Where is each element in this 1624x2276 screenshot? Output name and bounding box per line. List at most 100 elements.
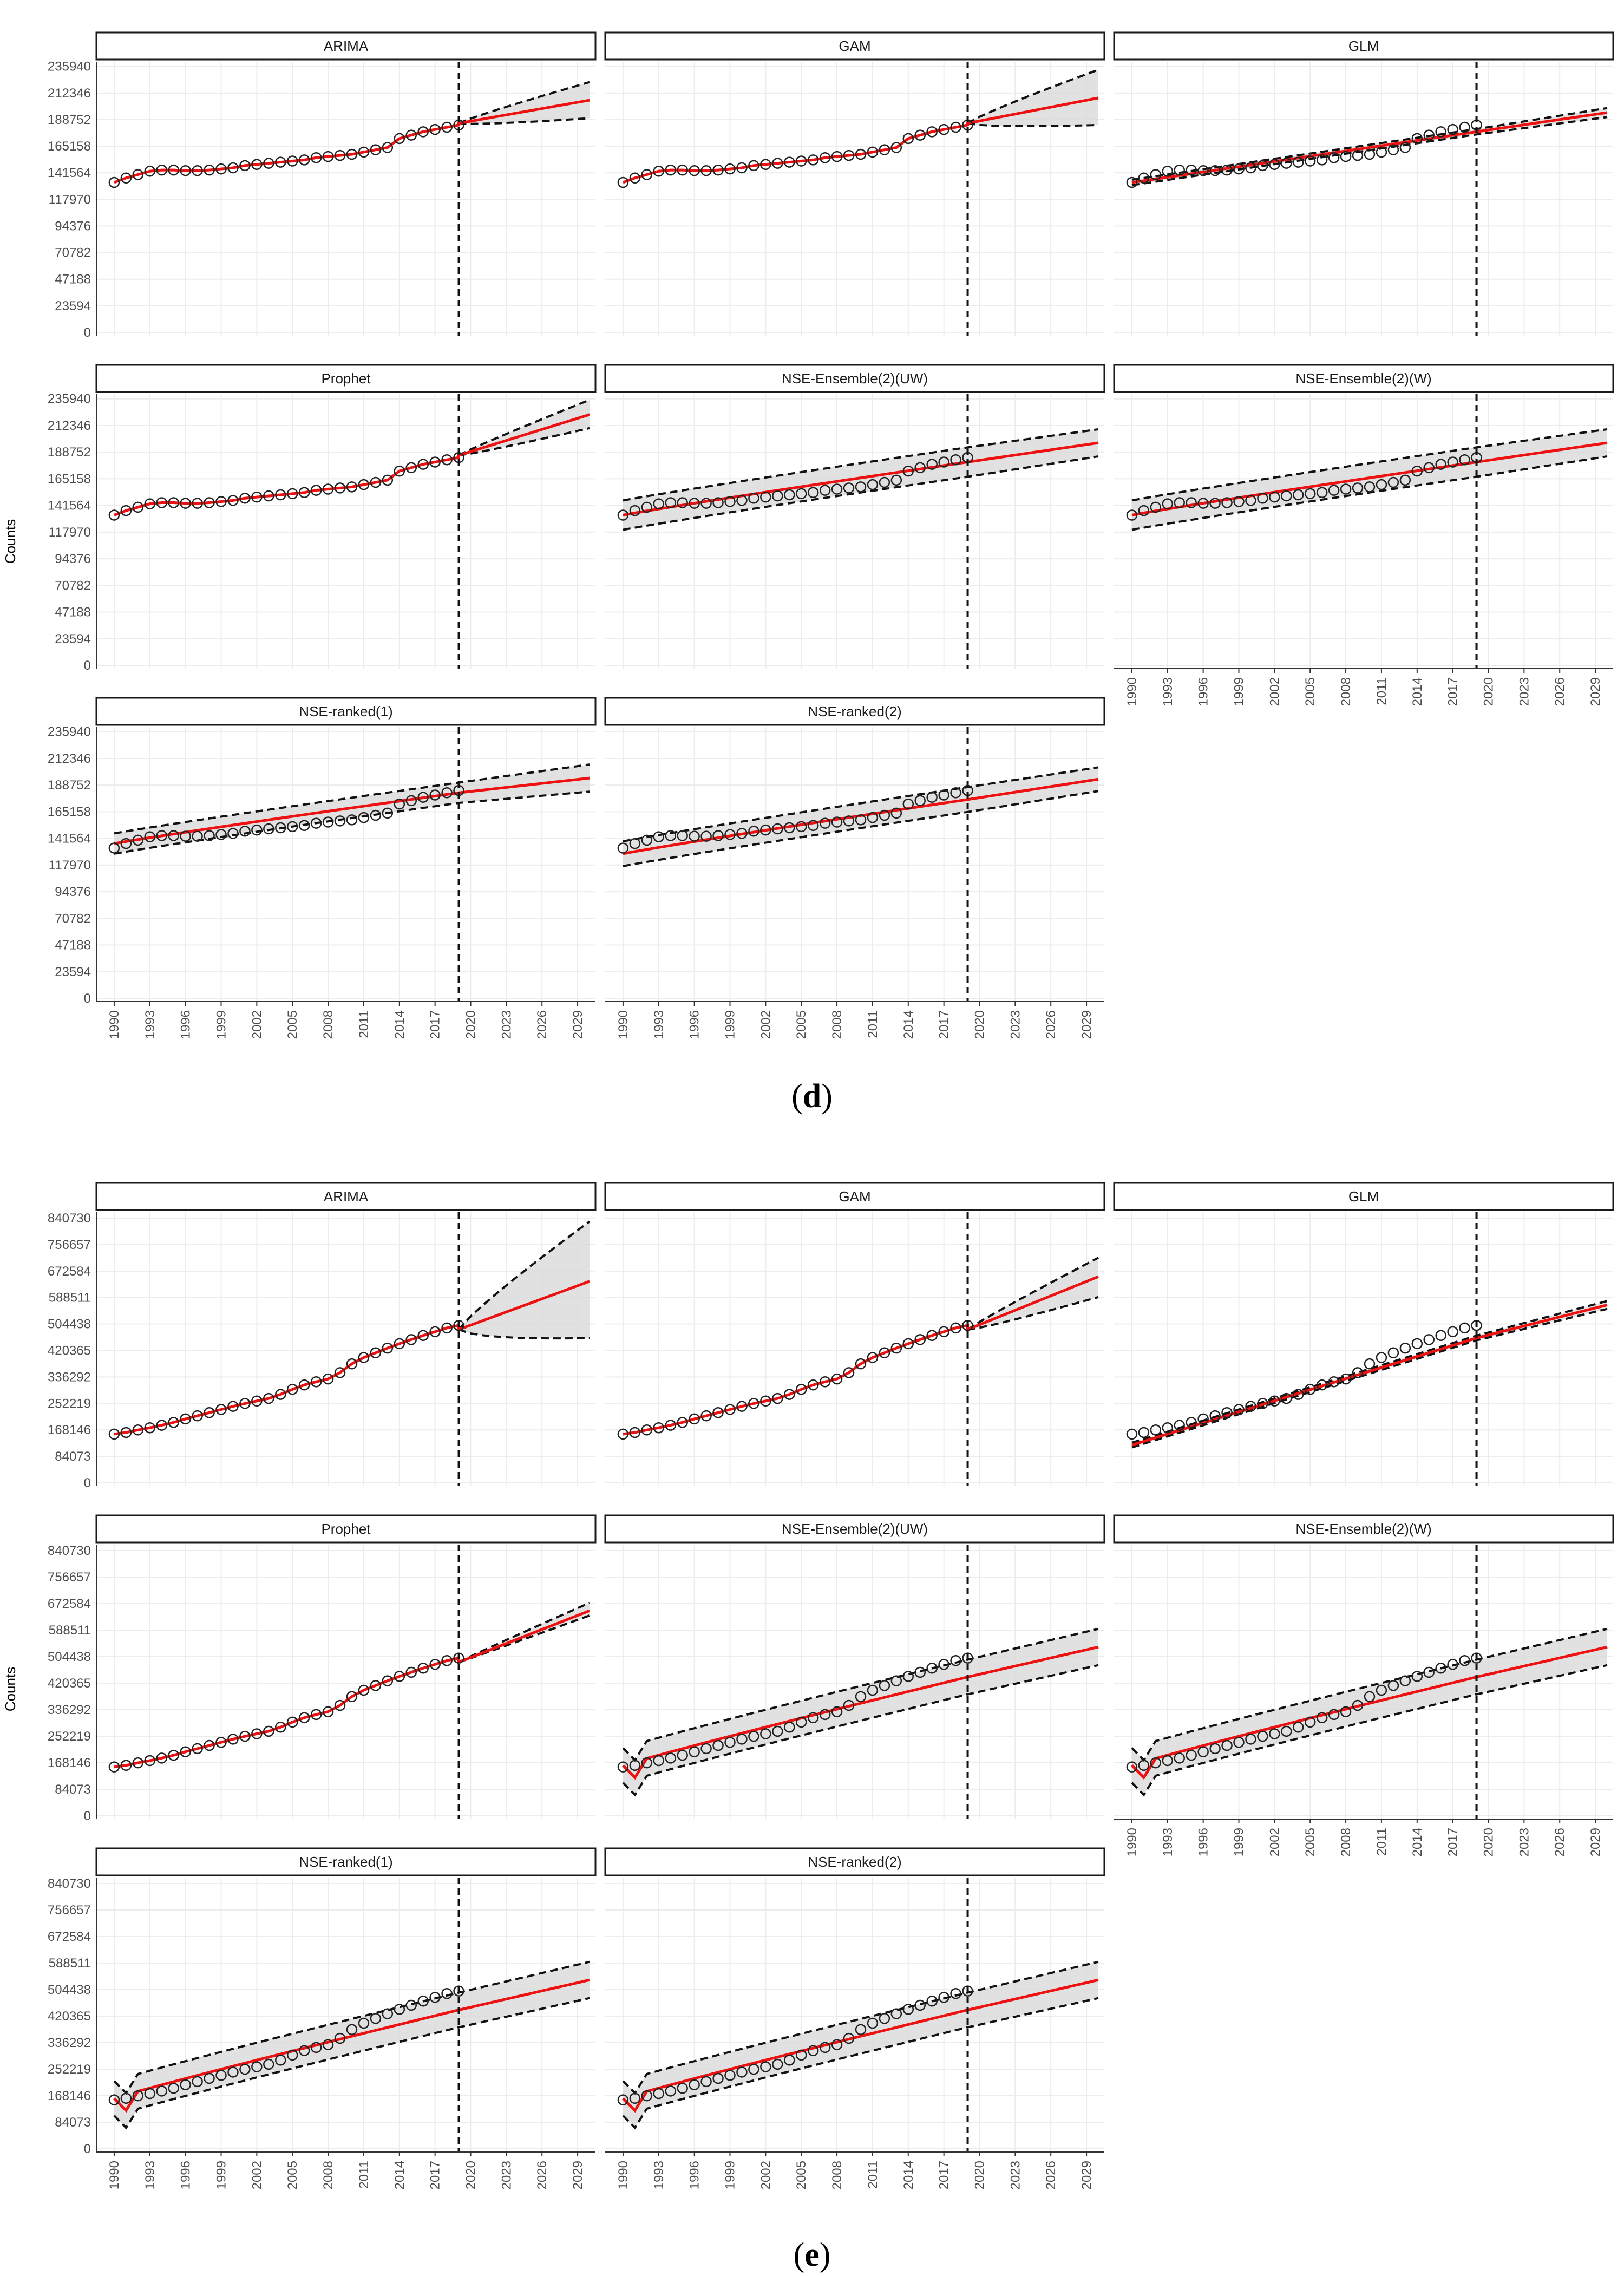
y-tick-label: 504438 [48,1317,91,1332]
observed-point [1138,172,1150,184]
observed-point [215,1404,227,1415]
observed-point [120,505,132,516]
x-tick-label: 2014 [901,1010,916,1039]
observed-point [1435,1330,1446,1342]
observed-point [417,126,429,138]
strip-label: GAM [839,1188,870,1205]
observed-point [1352,1699,1364,1711]
observed-point [358,146,370,158]
panel-glm: GLM [1113,1182,1614,1486]
x-tick-label: 2008 [830,1010,844,1039]
y-axis-title: Counts [2,1667,18,1711]
upper-bound-line [623,766,1099,842]
x-tick-label: 2017 [1446,1828,1461,1856]
x-tick-label: 2008 [1339,677,1353,706]
y-tick-label: 168146 [48,1756,91,1770]
observed-point [700,830,712,842]
observed-point [298,154,310,166]
observed-point [950,1988,961,1999]
observed-point [394,465,405,477]
observed-point [867,1352,879,1363]
x-tick-label: 2014 [901,2161,916,2189]
observed-point [819,485,831,496]
observed-point [784,156,795,168]
confidence-band [114,1961,590,2128]
observed-point [1138,505,1150,516]
observed-point [405,1666,417,1678]
observed-point [689,830,700,842]
strip-box [604,1182,1105,1211]
observed-point [310,485,322,496]
strip-label: GLM [1348,38,1379,54]
observed-point [334,815,346,827]
observed-point [298,1379,310,1391]
observed-point [629,172,641,184]
observed-point [831,151,843,162]
panel-nse-ranked-2-: NSE-ranked(2) 1990 1993 1996 1999 2002 2005 200… [604,697,1105,1039]
x-tick-label: 1996 [687,2161,702,2189]
observed-point [914,462,926,474]
observed-point [227,162,239,174]
y-tick-label: 252219 [48,2062,91,2077]
observed-point [1281,158,1292,169]
observed-point [429,789,441,801]
observed-point [1221,1739,1233,1751]
observed-point [1245,1734,1256,1745]
x-tick-label: 2011 [1374,677,1389,705]
observed-point [795,821,807,833]
observed-point [263,490,274,502]
observed-point [843,149,855,161]
observed-point [724,496,736,507]
upper-bound-line [623,428,1099,502]
observed-point [286,1716,298,1728]
observed-point [1399,1675,1411,1686]
y-tick-label: 840730 [48,1544,91,1558]
observed-point [689,1746,700,1757]
upper-bound-line [967,68,1099,125]
upper-bound-line [1131,1627,1608,1762]
observed-point [1186,497,1197,508]
observed-point [855,814,867,826]
observed-point [370,476,382,488]
panel-nse-ranked-1-: NSE-ranked(1) 0 23594 47188 70782 94376 117970… [48,697,597,1039]
observed-point [879,1347,890,1359]
lower-bound-line [967,122,1099,128]
x-tick-label: 2014 [1410,1828,1425,1856]
observed-point [1174,164,1185,176]
observed-point [1447,1326,1458,1338]
observed-point [736,1734,748,1745]
observed-point [902,133,914,145]
y-tick-label: 756657 [48,1238,91,1252]
panel-background [605,727,1104,1002]
observed-point [890,1342,902,1354]
observed-point [1257,492,1268,504]
observed-point [429,456,441,468]
observed-point [1376,1684,1387,1696]
x-tick-label: 2002 [1267,677,1282,706]
x-tick-label: 1999 [214,1010,229,1039]
observed-point [346,814,358,826]
observed-point [1435,1663,1446,1674]
observed-point [322,1706,334,1717]
observed-point [700,2076,712,2088]
observed-point [807,820,819,832]
observed-point [712,1739,724,1751]
panel-arima: ARIMA 0 84073 168146 252219 336292 420365 50443… [48,1182,597,1490]
strip-box [604,1514,1105,1544]
observed-point [831,483,843,495]
observed-point [286,2049,298,2061]
observed-point [1447,1659,1458,1670]
y-tick-label: 336292 [48,1703,91,1717]
observed-point [617,176,629,188]
observed-point [617,2094,629,2105]
upper-bound-line [458,1601,590,1663]
y-tick-label: 70782 [55,246,91,260]
x-tick-label: 2020 [464,1010,479,1039]
observed-point [926,1330,938,1342]
observed-point [784,1389,795,1400]
observed-point [394,798,405,810]
observed-point [441,454,453,466]
observed-point [286,1384,298,1395]
observed-point [724,1736,736,1748]
observed-point [204,497,215,508]
